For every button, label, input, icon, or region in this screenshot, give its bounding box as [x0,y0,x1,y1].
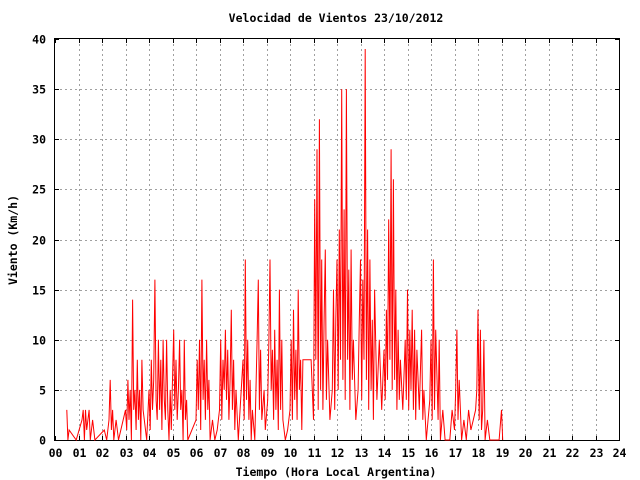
x-tick-label: 15 [402,446,416,460]
x-tick-label: 06 [190,446,204,460]
x-tick-label: 02 [96,446,110,460]
x-tick-label: 12 [331,446,345,460]
y-tick-label: 10 [32,334,46,348]
series-area [66,48,504,442]
y-axis-label: Viento (Km/h) [6,195,20,285]
chart-title: Velocidad de Vientos 23/10/2012 [229,11,444,25]
x-tick-label: 00 [49,446,63,460]
x-tick-label: 01 [73,446,87,460]
series-line [66,48,504,442]
y-tick-label: 15 [32,284,46,298]
x-tick-label: 09 [261,446,275,460]
y-tick-label: 30 [32,133,46,147]
y-tick-label: 40 [32,33,46,47]
y-tick-label: 25 [32,183,46,197]
grid-lines [55,39,619,440]
x-axis-label: Tiempo (Hora Local Argentina) [236,465,437,479]
x-tick-label: 03 [120,446,134,460]
x-tick-label: 18 [472,446,486,460]
x-tick-label: 23 [590,446,604,460]
axis-ticks [55,39,620,441]
x-tick-labels: 00 01 02 03 04 05 06 07 08 09 10 11 12 13 14 15 16 17 18 19… [49,446,627,460]
plot-frame [54,38,620,441]
x-tick-label: 22 [566,446,580,460]
y-tick-label: 20 [32,234,46,248]
y-tick-label: 0 [39,434,46,448]
x-tick-label: 08 [237,446,251,460]
x-tick-label: 19 [496,446,510,460]
x-tick-label: 04 [143,446,157,460]
x-tick-label: 24 [613,446,627,460]
y-tick-label: 5 [39,384,46,398]
x-tick-label: 13 [355,446,369,460]
x-tick-label: 07 [214,446,228,460]
x-tick-label: 11 [308,446,322,460]
y-tick-label: 35 [32,83,46,97]
x-tick-label: 10 [284,446,298,460]
x-tick-label: 21 [543,446,557,460]
x-tick-label: 16 [425,446,439,460]
x-tick-label: 17 [449,446,463,460]
x-tick-label: 14 [378,446,392,460]
x-tick-label: 20 [519,446,533,460]
x-tick-label: 05 [167,446,181,460]
y-tick-labels: 0 5 10 15 20 25 30 35 40 [32,33,46,448]
